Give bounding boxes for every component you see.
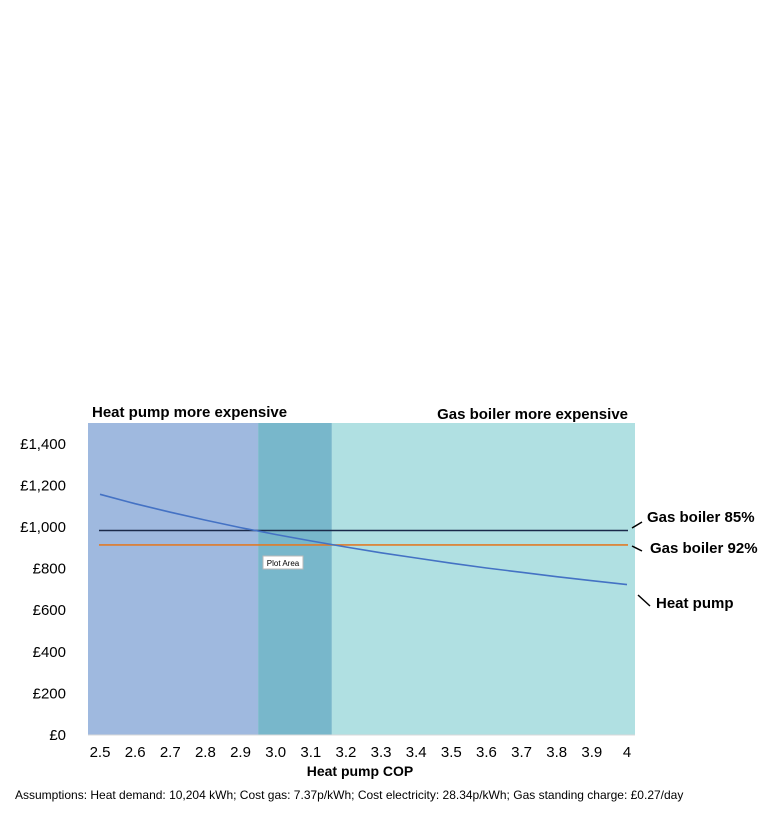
y-tick-label: £200 [33, 685, 66, 702]
x-tick-label: 2.6 [125, 744, 146, 761]
shaded-regions [88, 423, 635, 735]
x-tick-label: 3.2 [336, 744, 357, 761]
x-tick-label: 3.8 [546, 744, 567, 761]
y-tick-label: £400 [33, 644, 66, 661]
y-tick-label: £1,000 [20, 519, 66, 536]
series-label: Gas boiler 92% [650, 540, 758, 557]
series-line-2 [99, 493, 628, 586]
y-axis: £0 £200 £400 £600 £800 £1,000 £1,200 £1,400 [20, 436, 66, 744]
y-tick-label: £0 [49, 727, 66, 744]
y-tick-label: £1,400 [20, 436, 66, 453]
x-tick-label: 2.9 [230, 744, 251, 761]
y-tick-label: £800 [33, 561, 66, 578]
x-tick-label: 4 [623, 744, 631, 761]
series-leader-line [631, 521, 643, 529]
series-label: Heat pump [656, 595, 734, 612]
plot-area-tooltip: Plot Area [262, 555, 304, 570]
region-label-2: Gas boiler more expensive [437, 406, 628, 423]
y-tick-label: £1,200 [20, 477, 66, 494]
tooltip-box [262, 555, 304, 570]
region-2 [331, 423, 635, 735]
x-tick-label: 3.1 [300, 744, 321, 761]
assumptions-footnote: Assumptions: Heat demand: 10,204 kWh; Co… [15, 788, 684, 802]
x-tick-label: 2.5 [90, 744, 111, 761]
x-tick-label: 3.4 [406, 744, 427, 761]
region-0 [88, 423, 259, 735]
x-tick-label: 3.6 [476, 744, 497, 761]
x-tick-label: 2.8 [195, 744, 216, 761]
series-leader-line [637, 594, 651, 607]
x-axis: 2.5 2.6 2.7 2.8 2.9 3.0 3.1 3.2 3.3 3.4 3.5 3.6 3.7 3… [90, 744, 632, 761]
region-1 [258, 423, 332, 735]
series-leader-line [631, 545, 643, 552]
x-tick-label: 3.5 [441, 744, 462, 761]
x-tick-label: 2.7 [160, 744, 181, 761]
x-axis-title: Heat pump COP [307, 763, 414, 779]
x-tick-label: 3.7 [511, 744, 532, 761]
y-tick-label: £600 [33, 602, 66, 619]
x-tick-label: 3.9 [581, 744, 602, 761]
series-label: Gas boiler 85% [647, 509, 755, 526]
x-tick-label: 3.0 [265, 744, 286, 761]
x-tick-label: 3.3 [371, 744, 392, 761]
region-label-0: Heat pump more expensive [92, 404, 287, 421]
region-labels: Heat pump more expensive Gas boiler more … [92, 404, 628, 423]
tooltip-text: Plot Area [267, 559, 300, 568]
series-labels: Gas boiler 85% Gas boiler 92% Heat pump [631, 509, 758, 612]
series-lines [99, 493, 628, 586]
